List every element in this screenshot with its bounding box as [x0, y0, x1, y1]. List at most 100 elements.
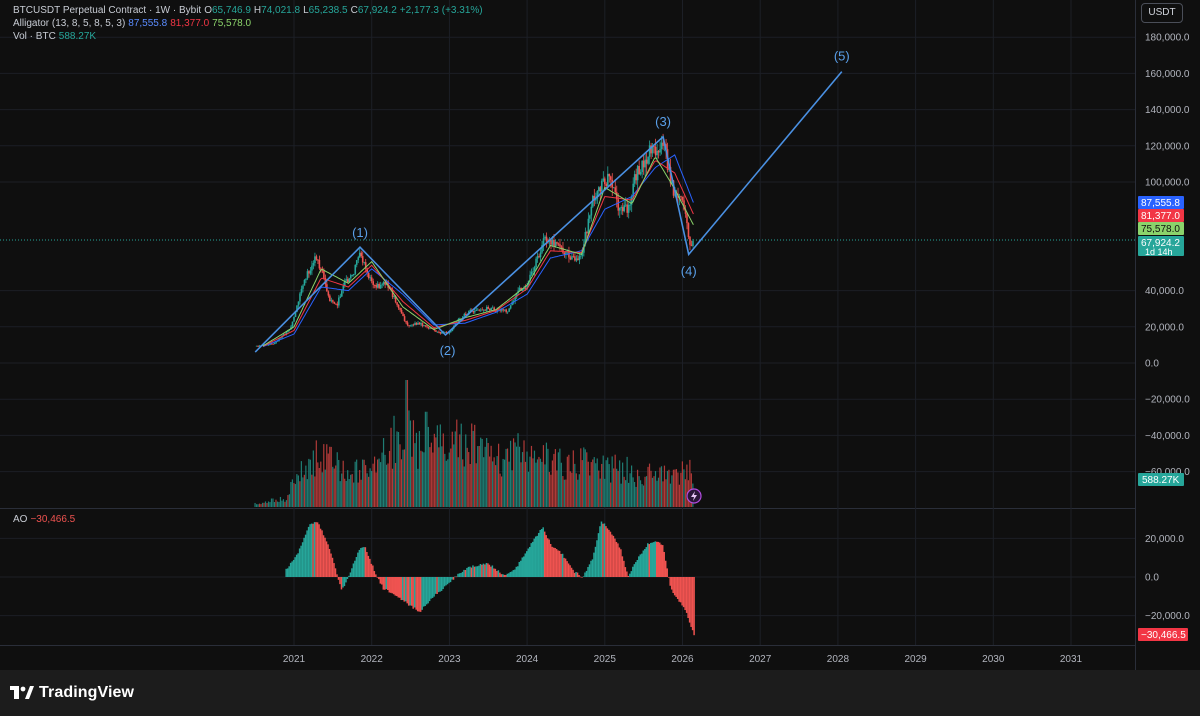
price-badge-label-0: 87,555.8 — [1141, 198, 1180, 209]
candle-body — [612, 187, 615, 189]
ao-bar — [485, 562, 488, 577]
ao-bar — [527, 548, 529, 577]
volume-bar — [430, 442, 432, 507]
lightning-bolt-icon — [691, 491, 697, 501]
candle-body — [273, 343, 276, 345]
candle-body — [529, 274, 531, 281]
currency-button[interactable]: USDT — [1141, 3, 1183, 23]
ao-bar — [536, 535, 538, 577]
volume-bar — [309, 459, 311, 507]
volume-bar — [622, 462, 624, 507]
candle-body — [621, 207, 624, 212]
volume-bar — [394, 462, 397, 507]
volume-bar — [447, 459, 449, 507]
ao-bar — [666, 568, 668, 577]
volume-bar — [424, 411, 426, 507]
ao-bar — [491, 565, 494, 577]
ao-bar — [676, 577, 679, 599]
candle-body — [345, 279, 348, 281]
candle-body — [291, 321, 294, 327]
volume-bar — [403, 449, 406, 507]
elliott-wave-label-2: (2) — [440, 343, 456, 358]
volume-bar — [384, 454, 386, 507]
ao-label[interactable]: AO — [13, 514, 28, 525]
volume-bar — [530, 445, 533, 507]
alligator-jaw-value: 87,555.8 — [128, 18, 168, 29]
price-tick-label: 40,000.0 — [1145, 286, 1184, 297]
ao-bar — [603, 523, 606, 577]
candle-body — [656, 150, 658, 156]
ao-bar — [333, 563, 335, 577]
volume-value: 588.27K — [58, 31, 97, 42]
candle-body — [530, 271, 533, 275]
volume-bar — [378, 458, 380, 507]
candle-body — [620, 207, 623, 208]
alligator-label[interactable]: Alligator (13, 8, 5, 8, 5, 3) — [13, 18, 126, 29]
volume-bar — [590, 462, 592, 507]
ao-bar — [330, 553, 332, 577]
candle-body — [623, 205, 626, 212]
ao-bar — [605, 526, 607, 577]
candle-body — [348, 278, 351, 283]
candle-body — [508, 308, 510, 312]
ao-bar — [298, 548, 301, 577]
candle-body — [684, 209, 687, 214]
volume-bar — [677, 472, 679, 507]
ao-bar — [352, 563, 355, 577]
ao-bar — [620, 549, 622, 577]
price-tick-label: 160,000.0 — [1145, 69, 1190, 80]
ao-bar — [409, 577, 411, 606]
ao-bar — [534, 536, 537, 577]
candle-body — [641, 160, 643, 173]
candle-body — [478, 309, 481, 311]
candle-body — [633, 174, 636, 184]
ao-bar — [331, 557, 334, 577]
volume-bar — [421, 451, 424, 507]
volume-label[interactable]: Vol · BTC — [13, 31, 56, 42]
ao-bar — [482, 563, 485, 577]
volume-bar — [517, 433, 519, 507]
candle-body — [332, 300, 334, 302]
candle-body — [450, 331, 452, 332]
tradingview-logo[interactable]: TradingView — [10, 684, 134, 702]
symbol-title[interactable]: BTCUSDT Perpetual Contract · 1W · Bybit — [13, 5, 202, 16]
volume-bar — [302, 477, 304, 507]
ao-bar — [575, 572, 577, 577]
ao-bar — [602, 523, 604, 577]
ao-bar — [461, 571, 464, 577]
candle-body — [302, 285, 304, 289]
ao-bar — [511, 571, 513, 577]
volume-bar — [565, 479, 567, 507]
ao-bar — [381, 577, 383, 585]
volume-bar — [659, 467, 661, 507]
volume-bar — [439, 424, 441, 507]
volume-bar — [269, 502, 271, 507]
price-tick-label: −40,000.0 — [1145, 431, 1190, 442]
volume-bar — [638, 476, 640, 507]
ao-bar — [369, 558, 371, 577]
candle-body — [562, 247, 564, 253]
ao-bar — [437, 577, 440, 593]
alligator-legend: Alligator (13, 8, 5, 8, 5, 3) 87,555.8 81,… — [13, 18, 254, 30]
ao-bar — [303, 537, 305, 577]
candle-body — [426, 325, 428, 327]
ao-bar — [638, 556, 640, 577]
candle-body — [572, 256, 575, 258]
ao-bar — [446, 577, 449, 585]
volume-bar — [454, 431, 456, 507]
candle-body — [299, 293, 301, 302]
volume-bar — [484, 446, 486, 507]
ao-bar — [467, 566, 470, 577]
ao-bar — [449, 577, 452, 583]
candle-body — [606, 173, 609, 186]
volume-bar — [663, 465, 666, 507]
ao-bar — [324, 537, 326, 577]
ao-bar — [310, 523, 313, 577]
chart-canvas[interactable]: 180,000.0 160,000.0 140,000.0 120,000.0 100,… — [0, 0, 1200, 670]
volume-bar — [532, 458, 534, 507]
volume-bar — [266, 502, 268, 507]
volume-bar — [287, 495, 289, 507]
candle-body — [544, 236, 546, 239]
alligator-lips-value: 75,578.0 — [212, 18, 252, 29]
ao-bar — [425, 577, 428, 605]
